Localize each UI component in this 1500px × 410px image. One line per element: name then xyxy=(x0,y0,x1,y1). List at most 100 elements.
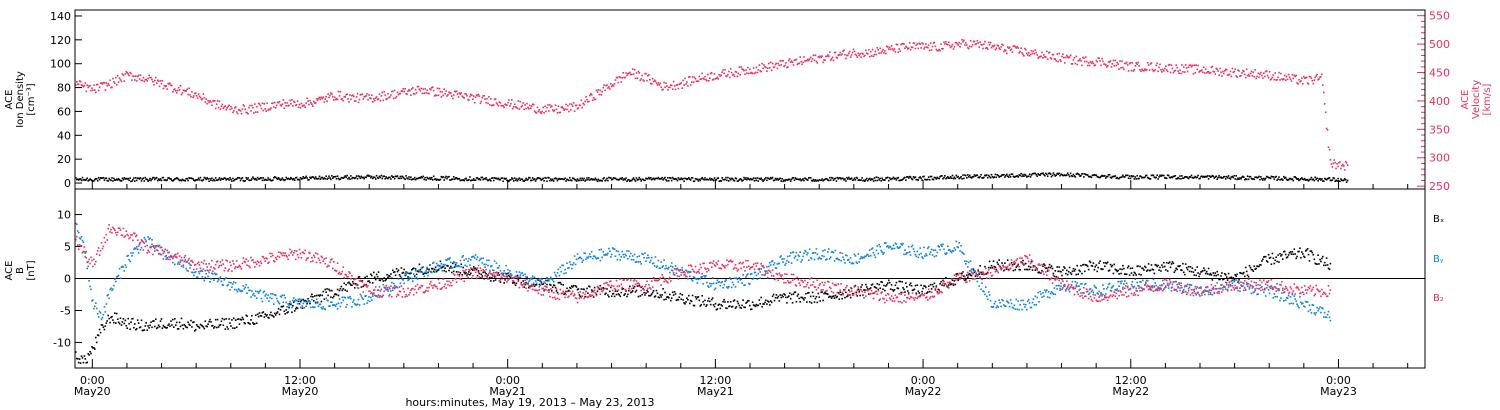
velocity-series-point xyxy=(665,82,667,84)
density-series-point xyxy=(764,178,766,180)
bx-series-point xyxy=(635,289,638,292)
density-series-point xyxy=(771,176,774,179)
density-series-point xyxy=(194,179,197,181)
velocity-series-point xyxy=(389,96,391,98)
density-series-point xyxy=(1296,178,1298,180)
bx-series-point xyxy=(182,327,185,330)
by-series-point xyxy=(389,287,391,290)
by-series-point xyxy=(771,260,774,262)
density-series-point xyxy=(426,176,428,179)
by-series-point xyxy=(486,259,488,262)
bx-series-point xyxy=(396,270,399,273)
bx-series-point xyxy=(1131,267,1134,269)
density-series-point xyxy=(521,178,524,180)
density-series-point xyxy=(856,177,859,179)
velocity-series-point xyxy=(582,102,584,105)
bx-series-point xyxy=(405,271,407,273)
density-series-point xyxy=(726,179,728,182)
velocity-series-point xyxy=(80,84,83,86)
by-series-point xyxy=(392,282,395,285)
by-series-point xyxy=(826,258,828,260)
velocity-series-point xyxy=(185,90,187,92)
velocity-series-point xyxy=(952,48,955,50)
velocity-series-point xyxy=(378,93,381,95)
velocity-series-point xyxy=(1102,60,1104,63)
density-series-point xyxy=(1319,177,1321,180)
density-series-point xyxy=(967,174,969,176)
density-series-point xyxy=(622,179,624,181)
velocity-series-point xyxy=(175,92,178,94)
by-series-point xyxy=(699,277,702,280)
velocity-series-point xyxy=(500,104,503,107)
density-series-point xyxy=(80,179,83,182)
density-series-point xyxy=(147,180,149,182)
density-series-point xyxy=(906,176,908,178)
velocity-series-point xyxy=(696,80,699,82)
velocity-series-point xyxy=(341,98,344,100)
by-series-point xyxy=(343,296,345,299)
density-series-point xyxy=(663,177,665,180)
by-series-point xyxy=(437,264,440,267)
density-series-point xyxy=(828,179,830,182)
density-series-point xyxy=(1264,177,1267,180)
by-series-point xyxy=(929,251,932,253)
bx-series-point xyxy=(538,283,541,286)
bx-series-point xyxy=(974,275,977,277)
bx-series-point xyxy=(721,305,723,307)
velocity-series-point xyxy=(120,80,123,83)
by-series-point xyxy=(819,257,821,260)
velocity-series-point xyxy=(216,100,219,102)
density-series-point xyxy=(1178,177,1180,180)
velocity-series-point xyxy=(86,84,88,86)
velocity-series-point xyxy=(407,90,409,92)
density-series-point xyxy=(163,179,166,181)
density-series-point xyxy=(499,178,502,181)
density-series-point xyxy=(546,180,548,182)
bx-series-point xyxy=(1048,263,1051,266)
density-series-point xyxy=(950,177,953,179)
density-series-point xyxy=(558,177,561,180)
velocity-series-point xyxy=(350,98,352,100)
by-series-point xyxy=(248,289,250,292)
bx-series-point xyxy=(239,318,242,321)
bx-series-point xyxy=(973,271,976,274)
bx-series-point xyxy=(851,292,854,295)
density-series-point xyxy=(121,177,124,180)
by-series-point xyxy=(551,279,554,281)
density-series-point xyxy=(999,175,1001,178)
by-series-point xyxy=(279,295,282,298)
bx-series-point xyxy=(434,266,437,268)
bx-series-point xyxy=(828,296,830,298)
density-series-point xyxy=(1100,175,1102,178)
bx-series-point xyxy=(1010,262,1013,264)
by-series-point xyxy=(784,264,786,266)
bx-series-point xyxy=(494,279,497,281)
bx-series-point xyxy=(964,279,966,282)
density-series-point xyxy=(1104,175,1106,177)
velocity-series-point xyxy=(269,108,271,111)
bx-series-point xyxy=(83,355,86,357)
density-series-point xyxy=(935,178,938,180)
by-series-point xyxy=(800,261,802,263)
density-series-point xyxy=(818,179,821,181)
bx-series-point xyxy=(806,301,808,303)
velocity-series-point xyxy=(393,89,396,92)
by-series-point xyxy=(281,294,284,296)
density-series-point xyxy=(894,177,897,180)
velocity-series-point xyxy=(509,105,511,107)
density-series-point xyxy=(815,180,818,182)
bx-series-point xyxy=(1267,254,1270,256)
bx-series-point xyxy=(465,272,467,274)
velocity-series-point xyxy=(511,99,513,101)
by-series-point xyxy=(698,272,701,274)
density-series-point xyxy=(1034,172,1037,175)
by-series-point xyxy=(835,258,838,260)
velocity-series-point xyxy=(1101,57,1103,60)
velocity-series-point xyxy=(311,103,313,106)
by-series-point xyxy=(475,258,478,261)
density-series-point xyxy=(1235,175,1237,177)
density-series-point xyxy=(980,173,982,176)
velocity-series-point xyxy=(586,98,588,101)
bx-series-point xyxy=(1129,267,1132,270)
velocity-series-point xyxy=(191,90,193,93)
